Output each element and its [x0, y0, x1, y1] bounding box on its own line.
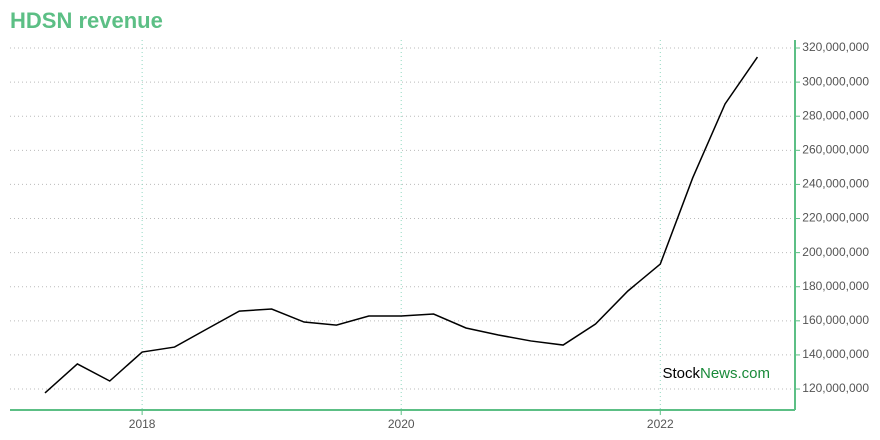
- watermark-prefix: Stock: [662, 365, 700, 382]
- x-tick-label: 2020: [388, 417, 415, 431]
- line: [44, 56, 759, 394]
- y-tick-label: 240,000,000: [802, 177, 869, 191]
- y-tick-label: 260,000,000: [802, 142, 869, 156]
- y-tick-label: 220,000,000: [802, 211, 869, 225]
- watermark-suffix: News.com: [700, 365, 770, 382]
- y-tick-label: 300,000,000: [802, 74, 869, 88]
- y-tick-label: 140,000,000: [802, 347, 869, 361]
- chart-title: HDSN revenue: [10, 8, 163, 33]
- y-tick-label: 120,000,000: [802, 381, 869, 395]
- y-tick-label: 160,000,000: [802, 313, 869, 327]
- y-tick-label: 320,000,000: [802, 40, 869, 54]
- y-tick-label: 280,000,000: [802, 108, 869, 122]
- y-tick-label: 200,000,000: [802, 245, 869, 259]
- y-tick-label: 180,000,000: [802, 279, 869, 293]
- watermark: StockNews.com: [662, 365, 770, 382]
- x-tick-label: 2022: [647, 417, 674, 431]
- x-tick-label: 2018: [129, 417, 156, 431]
